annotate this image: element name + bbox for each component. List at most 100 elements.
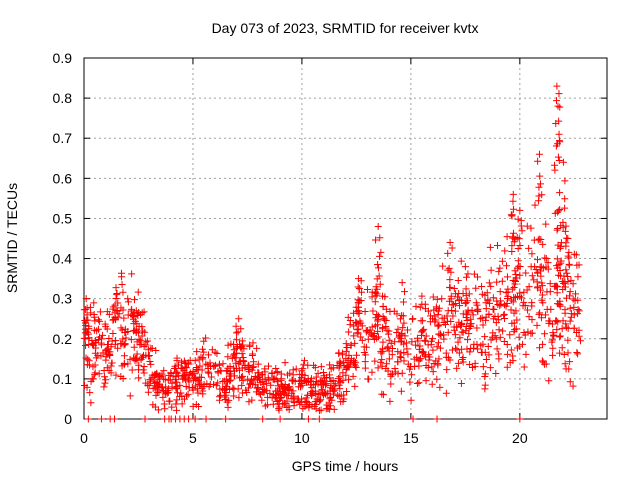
data-point-1183 [507,211,515,219]
data-point-784 [352,351,360,359]
data-point-1466 [398,279,406,287]
data-point-1284 [121,325,129,333]
data-point-1379 [301,403,309,411]
data-point-622 [267,381,275,389]
data-point-1335 [196,362,204,370]
data-point-743 [331,386,339,394]
data-point-789 [382,323,390,331]
data-point-1275 [570,303,578,311]
data-point-868 [245,384,253,392]
data-point-994 [268,370,276,378]
data-point-880 [404,350,412,358]
data-point-1543 [554,102,562,110]
data-point-1400 [82,295,90,303]
data-point-488 [89,363,97,371]
data-point-807 [454,338,462,346]
data-point-292 [229,384,237,392]
data-point-1136 [394,348,402,356]
data-point-1314 [454,293,462,301]
data-point-947 [407,396,415,404]
data-point-1174 [478,290,486,298]
data-point-1308 [318,378,326,386]
data-point-1254 [232,354,240,362]
data-point-1090 [482,316,490,324]
data-point-1214 [440,331,448,339]
data-point-1522 [535,183,543,191]
data-point-1080 [474,305,482,313]
data-point-1359 [494,312,502,320]
data-point-209 [481,370,489,378]
data-point-1185 [189,402,197,410]
data-point-922 [415,379,423,387]
data-point-1044 [504,350,512,358]
data-point-1263 [223,398,231,406]
data-point-725 [541,311,549,319]
data-point-898 [438,314,446,322]
data-point-232 [378,362,386,370]
data-point-1389 [283,403,291,411]
data-point-520 [476,315,484,323]
data-point-163 [473,324,481,332]
data-point-1140 [151,403,159,411]
data-point-1297 [458,356,466,364]
data-point-783 [553,326,561,334]
data-point-1156 [278,393,286,401]
data-point-1487 [446,276,454,284]
data-point-616 [545,319,553,327]
data-point-1283 [275,406,283,414]
data-point-910 [429,368,437,376]
data-point-1423 [130,320,138,328]
data-point-1368 [406,365,414,373]
data-point-1312 [112,337,120,345]
data-point-1294 [538,279,546,287]
data-point-954 [486,243,494,251]
data-point-758 [448,346,456,354]
data-point-1573 [561,204,569,212]
data-point-1313 [509,298,517,306]
data-point-1152 [142,379,150,387]
data-point-44 [319,369,327,377]
data-point-987 [130,296,138,304]
data-point-298 [140,362,148,370]
data-point-767 [356,317,364,325]
data-point-1406 [80,306,88,314]
data-point-761 [311,380,319,388]
data-point-763 [474,273,482,281]
data-point-1564 [553,264,561,272]
data-point-649 [379,338,387,346]
data-point-1194 [259,380,267,388]
data-point-917 [172,368,180,376]
data-point-634 [498,277,506,285]
data-point-185 [258,396,266,404]
data-point-962 [520,298,528,306]
data-point-1477 [446,239,454,247]
data-point-1398 [104,345,112,353]
data-point-1341 [556,333,564,341]
data-point-1072 [235,394,243,402]
data-point-935 [458,345,466,353]
data-point-1386 [575,261,583,269]
data-point-1301 [561,283,569,291]
x-tick-label-2: 10 [294,430,310,446]
data-point-1450 [357,277,365,285]
data-point-0 [334,374,342,382]
data-point-325 [487,266,495,274]
data-point-1369 [467,344,475,352]
data-point-1516 [516,241,524,249]
data-point-1257 [131,355,139,363]
data-point-1531 [536,172,544,180]
y-axis-title: SRMTID / TECUs [4,183,20,293]
data-point-542 [438,295,446,303]
data-point-846 [148,344,156,352]
data-point-749 [545,377,553,385]
data-point-1120 [564,336,572,344]
data-point-583 [444,328,452,336]
data-point-1266 [296,370,304,378]
data-point-1302 [478,282,486,290]
data-point-206 [457,379,465,387]
data-point-1467 [396,315,404,323]
data-point-1217 [306,400,314,408]
data-point-706 [400,348,408,356]
data-point-936 [264,374,272,382]
data-point-949 [509,229,517,237]
